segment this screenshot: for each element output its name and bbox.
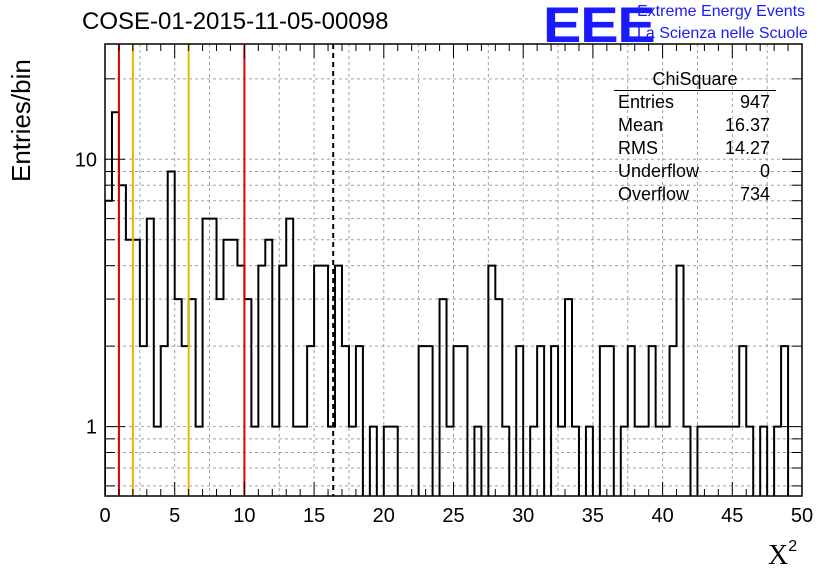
x-tick-label: 30 [512, 505, 534, 527]
logo-subtitle-line1: Extreme Energy Events [637, 3, 806, 20]
x-tick-label: 35 [582, 505, 604, 527]
stats-value: 14.27 [724, 138, 770, 158]
stats-row-mean: Mean 16.37 [612, 114, 776, 137]
x-tick-label: 15 [303, 505, 325, 527]
x-axis-label-base: X [768, 540, 789, 571]
x-tick-label: 5 [169, 505, 180, 527]
stats-value: 734 [739, 184, 770, 204]
stats-value: 947 [739, 92, 770, 112]
stats-row-overflow: Overflow 734 [612, 183, 776, 206]
x-tick-label: 10 [233, 505, 255, 527]
y-tick-label: 10 [75, 149, 97, 171]
x-axis-label-exponent: 2 [788, 538, 798, 555]
stats-title: ChiSquare [614, 68, 776, 91]
stats-box: ChiSquare Entries 947 Mean 16.37 RMS 14.… [612, 68, 776, 206]
stats-label: RMS [618, 138, 658, 158]
stats-label: Overflow [618, 184, 690, 204]
x-axis-label: X2 [768, 538, 797, 572]
x-tick-label: 0 [99, 505, 110, 527]
x-tick-label: 40 [651, 505, 673, 527]
run-title: COSE-01-2015-11-05-00098 [82, 8, 389, 35]
x-tick-label: 45 [721, 505, 743, 527]
stats-row-rms: RMS 14.27 [612, 137, 776, 160]
stats-value: 16.37 [724, 115, 770, 135]
x-tick-label: 20 [373, 505, 395, 527]
stats-row-underflow: Underflow 0 [612, 160, 776, 183]
stats-row-entries: Entries 947 [612, 91, 776, 114]
stats-label: Mean [618, 115, 664, 135]
x-tick-label: 50 [791, 505, 813, 527]
histogram-series [105, 111, 790, 496]
y-tick-label: 1 [86, 417, 97, 439]
stats-value: 0 [759, 161, 770, 181]
eee-logo: EEE [543, 0, 656, 53]
stats-label: Underflow [618, 161, 700, 181]
x-tick-label: 25 [442, 505, 464, 527]
stats-label: Entries [618, 92, 675, 112]
y-axis-label: Entries/bin [6, 59, 36, 182]
logo-subtitle-line2: La Scienza nelle Scuole [637, 25, 808, 42]
